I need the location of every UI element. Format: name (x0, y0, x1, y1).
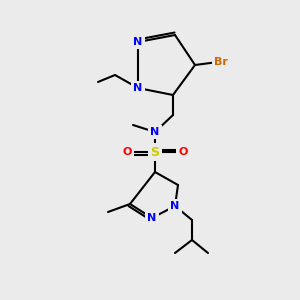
Text: N: N (134, 37, 142, 47)
Text: N: N (134, 83, 142, 93)
Text: O: O (178, 147, 188, 157)
Text: N: N (147, 213, 157, 223)
Text: N: N (170, 201, 180, 211)
Text: Br: Br (214, 57, 228, 67)
Text: O: O (122, 147, 132, 157)
Text: S: S (151, 146, 160, 158)
Text: N: N (150, 127, 160, 137)
